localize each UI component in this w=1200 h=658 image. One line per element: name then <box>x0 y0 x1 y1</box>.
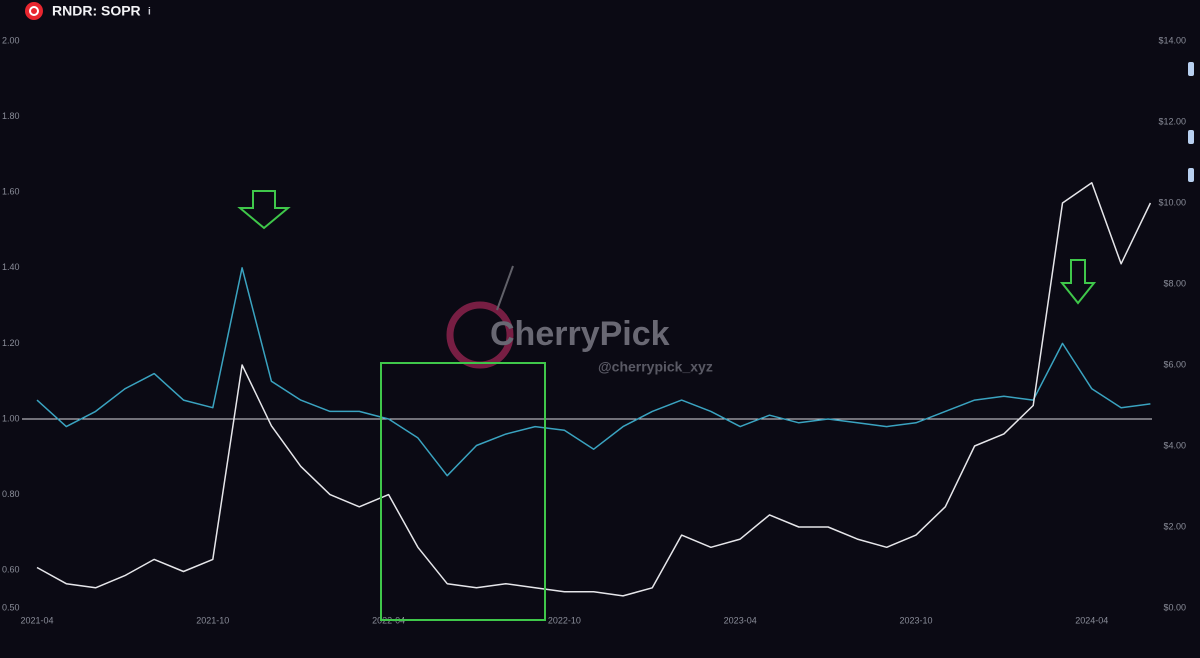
side-tab[interactable] <box>1188 130 1194 144</box>
side-tab[interactable] <box>1188 168 1194 182</box>
arrow-annotation <box>1059 259 1097 305</box>
watermark-logo <box>446 301 514 369</box>
watermark-brand: CherryPick <box>490 315 670 353</box>
y-tick-label: 1.20 <box>2 338 20 348</box>
y-tick-label: 1.80 <box>2 111 20 121</box>
y2-tick-label: $10.00 <box>1158 197 1186 207</box>
x-tick-label: 2021-10 <box>196 615 229 625</box>
side-tab[interactable] <box>1188 62 1194 76</box>
y-tick-label: 2.00 <box>2 35 20 45</box>
logo <box>25 2 43 20</box>
header-title: RNDR: SOPR <box>52 3 141 19</box>
x-tick-label: 2023-04 <box>724 615 757 625</box>
y-tick-label: 0.50 <box>2 602 20 612</box>
plot: 0.50 0.60 0.80 1.00 1.20 1.40 1.60 1.80 2.00 $0.0… <box>2 35 1186 625</box>
x-tick-label: 2024-04 <box>1075 615 1108 625</box>
y2-tick-label: $0.00 <box>1163 602 1186 612</box>
y-tick-label: 1.00 <box>2 413 20 423</box>
x-tick-label: 2023-10 <box>899 615 932 625</box>
logo-ring <box>29 6 39 16</box>
x-tick-label: 2021-04 <box>20 615 53 625</box>
highlight-box <box>380 362 546 621</box>
y2-tick-label: $2.00 <box>1163 521 1186 531</box>
y2-tick-label: $14.00 <box>1158 35 1186 45</box>
arrow-annotation <box>237 190 291 230</box>
series-line <box>36 182 1152 597</box>
y-tick-label: 0.60 <box>2 565 20 575</box>
y2-tick-label: $4.00 <box>1163 440 1186 450</box>
info-icon[interactable]: i <box>148 7 151 18</box>
y2-tick-label: $12.00 <box>1158 116 1186 126</box>
y-tick-label: 1.60 <box>2 187 20 197</box>
watermark-handle: @cherrypick_xyz <box>598 359 713 375</box>
y-tick-label: 1.40 <box>2 262 20 272</box>
y-tick-label: 0.80 <box>2 489 20 499</box>
series-line <box>36 267 1151 477</box>
y2-tick-label: $8.00 <box>1163 278 1186 288</box>
watermark-stem <box>496 265 514 311</box>
watermark: CherryPick @cherrypick_xyz <box>446 265 713 375</box>
x-tick-label: 2022-10 <box>548 615 581 625</box>
y2-tick-label: $6.00 <box>1163 359 1186 369</box>
